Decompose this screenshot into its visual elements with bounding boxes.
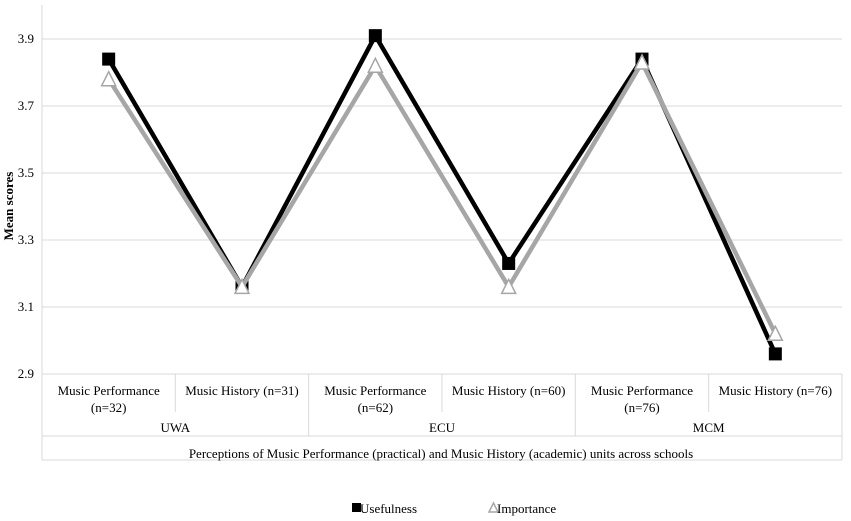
group-label: UWA bbox=[161, 420, 191, 435]
y-tick-label: 3.9 bbox=[18, 31, 34, 46]
data-point bbox=[502, 256, 516, 270]
category-label: (n=32) bbox=[91, 400, 127, 415]
category-label: Music History (n=76) bbox=[719, 383, 833, 398]
data-point bbox=[102, 52, 116, 66]
legend-item: Usefulness bbox=[352, 501, 417, 516]
group-label: ECU bbox=[429, 420, 456, 435]
legend: Usefulness Importance bbox=[352, 501, 556, 516]
x-axis-label: Perceptions of Music Performance (practi… bbox=[189, 446, 693, 461]
data-point bbox=[500, 277, 517, 295]
legend-item: Importance bbox=[487, 501, 556, 516]
y-tick-label: 3.7 bbox=[18, 98, 35, 113]
legend-swatch bbox=[487, 501, 500, 513]
series-layer bbox=[100, 29, 784, 361]
legend-label: Usefulness bbox=[360, 501, 417, 516]
category-label: Music Performance bbox=[591, 383, 693, 398]
y-tick-label: 3.3 bbox=[18, 232, 34, 247]
category-labels: Music Performance (n=32) Music History (n=… bbox=[58, 383, 833, 415]
y-axis-label: Mean scores bbox=[1, 172, 16, 241]
series-importance bbox=[100, 53, 784, 342]
series-usefulness bbox=[102, 29, 782, 361]
data-point bbox=[367, 56, 384, 74]
data-point bbox=[233, 277, 251, 295]
data-point bbox=[767, 324, 784, 342]
group-label: MCM bbox=[693, 420, 725, 435]
category-label: (n=76) bbox=[624, 400, 660, 415]
data-point bbox=[100, 70, 117, 87]
category-label: Music History (n=31) bbox=[185, 383, 299, 398]
data-point bbox=[368, 29, 382, 43]
category-label: Music Performance bbox=[324, 383, 426, 398]
gridlines bbox=[42, 38, 842, 375]
y-tick-label: 3.5 bbox=[18, 165, 34, 180]
category-label: Music Performance bbox=[58, 383, 160, 398]
y-tick-label: 3.1 bbox=[18, 299, 34, 314]
series-line bbox=[106, 57, 778, 335]
data-point bbox=[633, 53, 651, 70]
data-point bbox=[768, 347, 782, 361]
legend-label: Importance bbox=[497, 501, 556, 516]
axes bbox=[41, 5, 843, 461]
category-label: Music History (n=60) bbox=[452, 383, 566, 398]
y-tick-label: 2.9 bbox=[18, 366, 34, 381]
legend-swatch bbox=[352, 503, 361, 512]
series-line bbox=[106, 31, 778, 355]
group-labels: UWA ECU MCM bbox=[161, 420, 725, 435]
y-tick-labels: 2.9 3.1 3.3 3.5 3.7 3.9 bbox=[18, 31, 35, 381]
category-label: (n=62) bbox=[358, 400, 394, 415]
